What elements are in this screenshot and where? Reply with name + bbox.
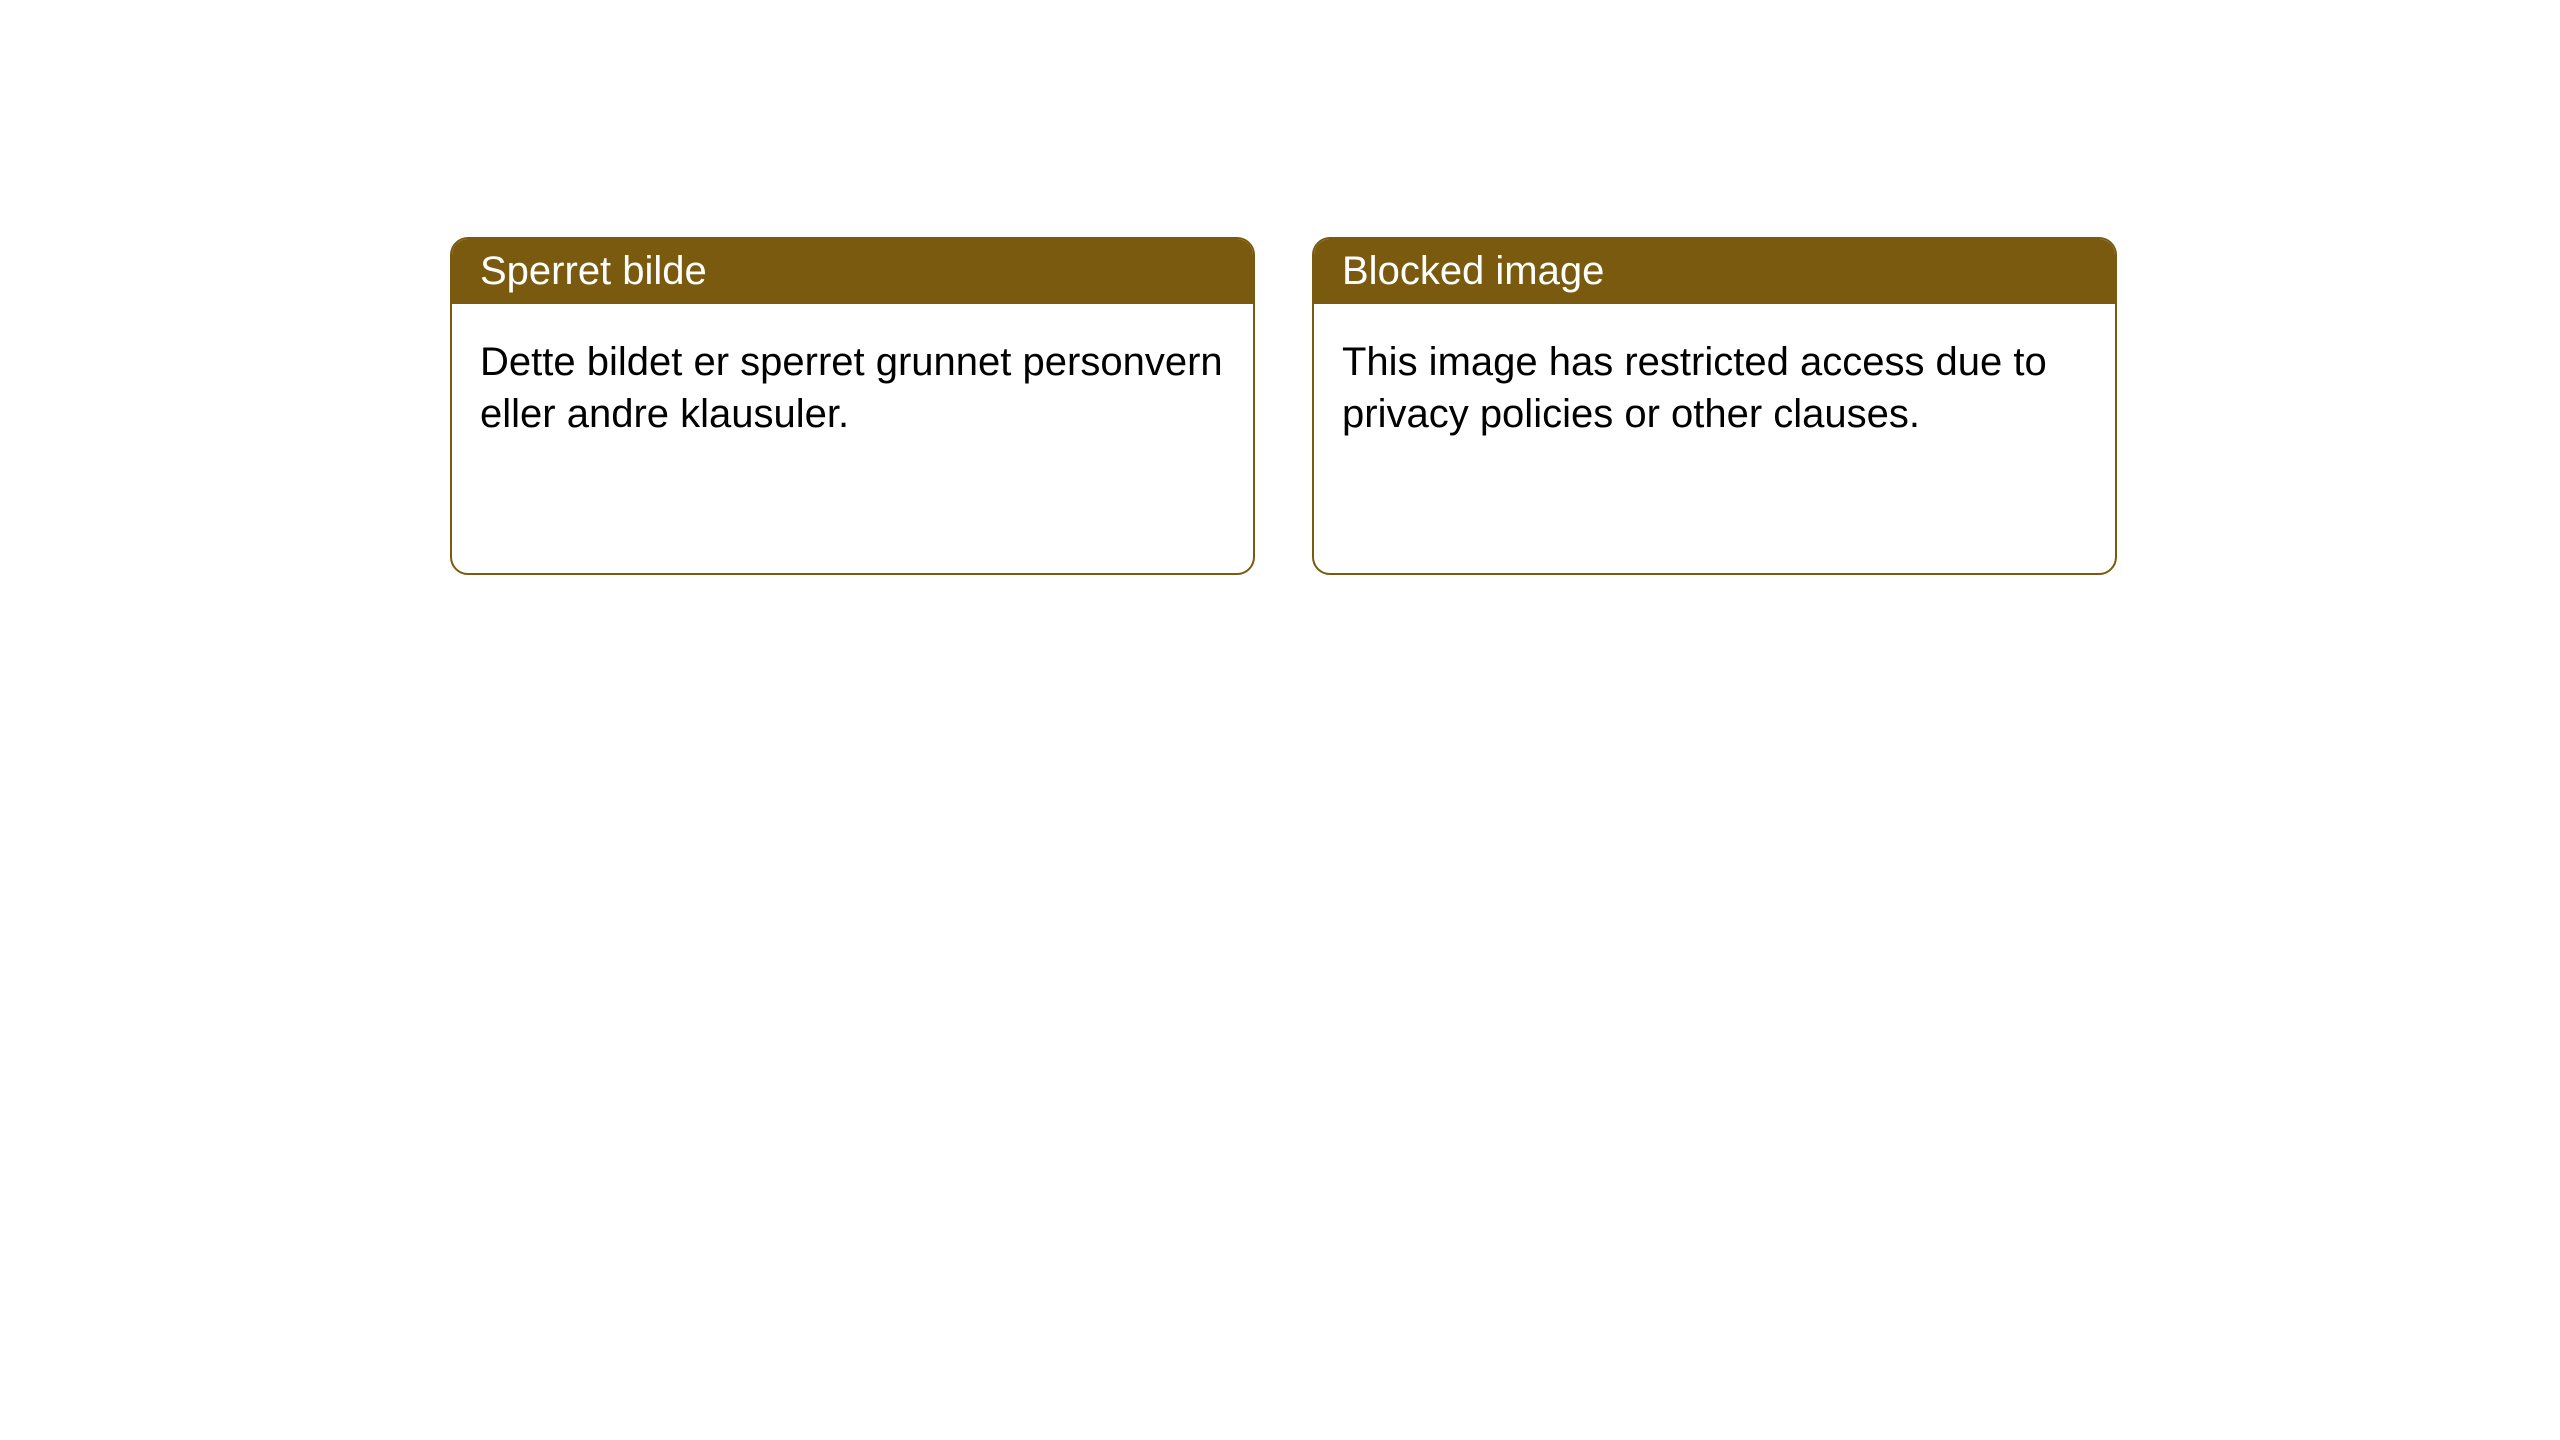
notice-card-english: Blocked image This image has restricted … xyxy=(1312,237,2117,575)
notice-header: Blocked image xyxy=(1314,239,2115,304)
notice-card-norwegian: Sperret bilde Dette bildet er sperret gr… xyxy=(450,237,1255,575)
notice-container: Sperret bilde Dette bildet er sperret gr… xyxy=(0,0,2560,575)
notice-body-text: This image has restricted access due to … xyxy=(1342,340,2047,436)
notice-title: Sperret bilde xyxy=(480,249,707,293)
notice-body: This image has restricted access due to … xyxy=(1314,304,2115,472)
notice-title: Blocked image xyxy=(1342,249,1604,293)
notice-header: Sperret bilde xyxy=(452,239,1253,304)
notice-body-text: Dette bildet er sperret grunnet personve… xyxy=(480,340,1223,436)
notice-body: Dette bildet er sperret grunnet personve… xyxy=(452,304,1253,472)
